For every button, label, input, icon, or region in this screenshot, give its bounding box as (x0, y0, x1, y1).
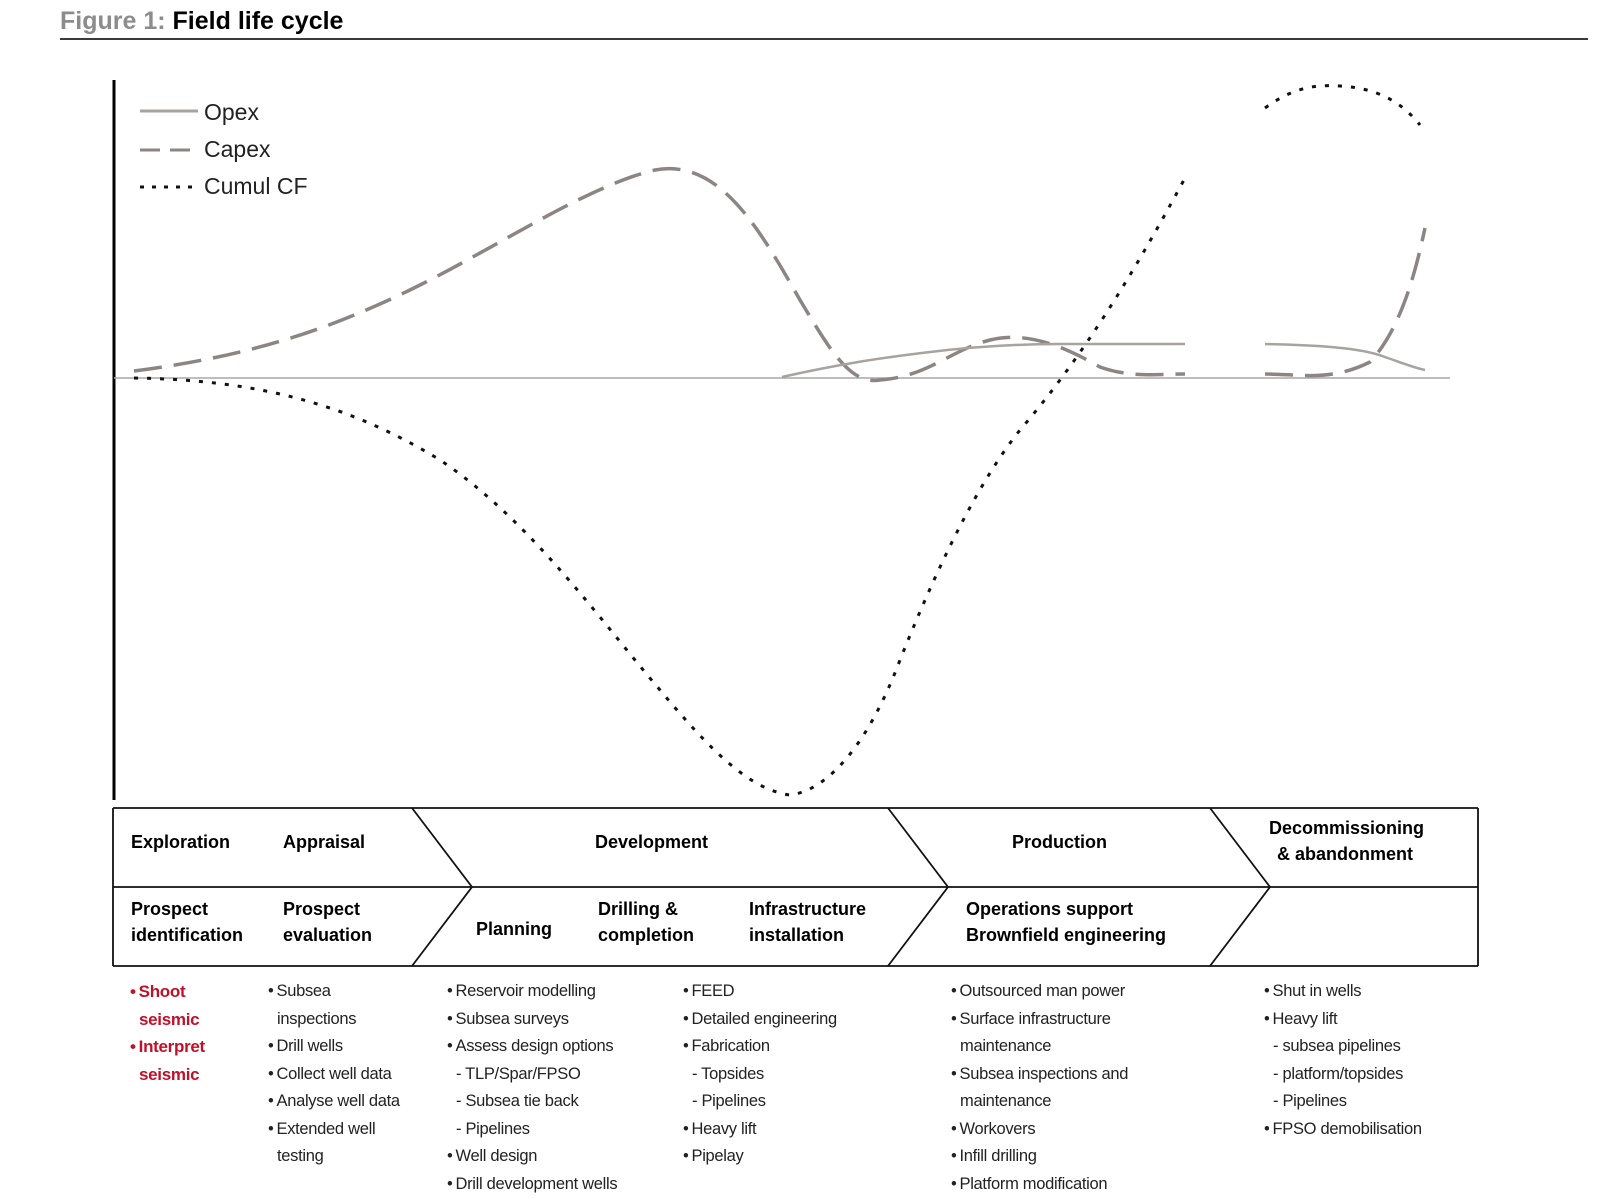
phase-production: Production (1012, 832, 1107, 852)
activity-planning: Planning (476, 919, 552, 939)
figure-title-text: Field life cycle (172, 7, 344, 35)
task-item: - Pipelines (1273, 1092, 1347, 1110)
task-item: - Subsea tie back (456, 1092, 579, 1110)
task-item: Shoot (130, 978, 205, 1006)
capex-curve-main (133, 166, 1186, 383)
chevron-development-production (887, 807, 950, 967)
title-divider (60, 38, 1588, 40)
task-list-exploration: Shoot seismic Interpret seismic (130, 978, 206, 1088)
chevron-production-decommissioning (1209, 807, 1272, 967)
activity-brownfield-engineering: Brownfield engineering (966, 925, 1166, 945)
opex-curve-production (781, 342, 1185, 379)
task-item: Surface infrastructure (951, 1006, 1128, 1034)
phase-decommissioning-line1: Decommissioning (1269, 818, 1424, 838)
task-item: Outsourced man power (951, 978, 1128, 1006)
task-item: FPSO demobilisation (1264, 1116, 1422, 1144)
task-item: maintenance (960, 1092, 1052, 1110)
task-item: seismic (139, 1009, 200, 1029)
task-item: Drill development wells (447, 1171, 617, 1199)
task-list-installation: FEEDDetailed engineeringFabrication - Top… (683, 978, 837, 1171)
task-item: Reservoir modelling (447, 978, 617, 1006)
capex-curve-decommissioning (1264, 227, 1427, 378)
task-item: - subsea pipelines (1273, 1037, 1401, 1055)
phase-exploration: Exploration (131, 832, 230, 852)
task-item: testing (277, 1147, 324, 1165)
activity-infrastructure-line1: Infrastructure (749, 899, 866, 919)
task-item: seismic (139, 1064, 200, 1084)
phase-development: Development (595, 832, 708, 852)
task-item: Pipelay (683, 1143, 837, 1171)
task-item: Analyse well data (268, 1088, 400, 1116)
task-item: - TLP/Spar/FPSO (456, 1064, 581, 1083)
task-item: Infill drilling (951, 1143, 1128, 1171)
legend-cumul-cf-label: Cumul CF (204, 173, 308, 199)
activity-infrastructure-line2: installation (749, 925, 844, 945)
activity-drilling-line2: completion (598, 925, 694, 945)
task-item: - Topsides (692, 1064, 764, 1083)
task-item: Fabrication (683, 1033, 837, 1061)
task-list-production: Outsourced man powerSurface infrastructu… (951, 978, 1128, 1198)
phase-table (112, 807, 1479, 967)
task-item: Shut in wells (1264, 978, 1422, 1006)
task-item: Assess design options (447, 1033, 617, 1061)
legend: Opex Capex Cumul CF (140, 99, 308, 199)
phase-appraisal: Appraisal (283, 832, 365, 852)
task-item: Extended well (268, 1116, 400, 1144)
task-item: Interpret (130, 1033, 206, 1061)
task-list-appraisal: Subsea inspections Drill wellsCollect well… (268, 978, 400, 1171)
task-item: Subsea (268, 978, 400, 1006)
task-item: Workovers (951, 1116, 1128, 1144)
figure-title: Figure 1: Field life cycle (60, 6, 343, 36)
legend-opex-label: Opex (204, 99, 259, 125)
task-item: Subsea inspections and (951, 1061, 1128, 1089)
activity-prospect-evaluation-line1: Prospect (283, 899, 360, 919)
task-item: - platform/topsides (1273, 1064, 1404, 1083)
task-item: Collect well data (268, 1061, 400, 1089)
task-item: inspections (277, 1009, 357, 1028)
task-item: Detailed engineering (683, 1006, 837, 1034)
cumul-cf-curve-decommissioning (1264, 84, 1422, 126)
figure-number: Figure 1: (60, 7, 166, 35)
chevron-appraisal-development (411, 807, 474, 967)
activity-prospect-identification-line1: Prospect (131, 899, 208, 919)
activity-prospect-identification-line2: identification (131, 925, 243, 945)
task-item: Platform modification (951, 1171, 1128, 1199)
task-item: Drill wells (268, 1033, 400, 1061)
task-item: Heavy lift (683, 1116, 837, 1144)
task-item: - Pipelines (456, 1119, 530, 1138)
task-item: Well design (447, 1143, 617, 1171)
task-item: Subsea surveys (447, 1006, 617, 1034)
opex-curve-decommissioning (1264, 342, 1426, 372)
cumul-cf-curve-main (133, 177, 1187, 797)
activity-drilling-line1: Drilling & (598, 899, 678, 919)
legend-capex-label: Capex (204, 136, 271, 162)
task-item: - Pipelines (692, 1092, 766, 1110)
task-item: maintenance (960, 1037, 1052, 1055)
activity-prospect-evaluation-line2: evaluation (283, 925, 372, 945)
task-item: FEED (683, 978, 837, 1006)
activity-operations-support: Operations support (966, 899, 1133, 919)
task-list-planning: Reservoir modellingSubsea surveysAssess … (447, 978, 617, 1198)
task-item: Heavy lift (1264, 1006, 1422, 1034)
task-list-decommissioning: Shut in wellsHeavy lift - subsea pipeline… (1264, 978, 1422, 1143)
phase-decommissioning-line2: & abandonment (1277, 844, 1413, 864)
